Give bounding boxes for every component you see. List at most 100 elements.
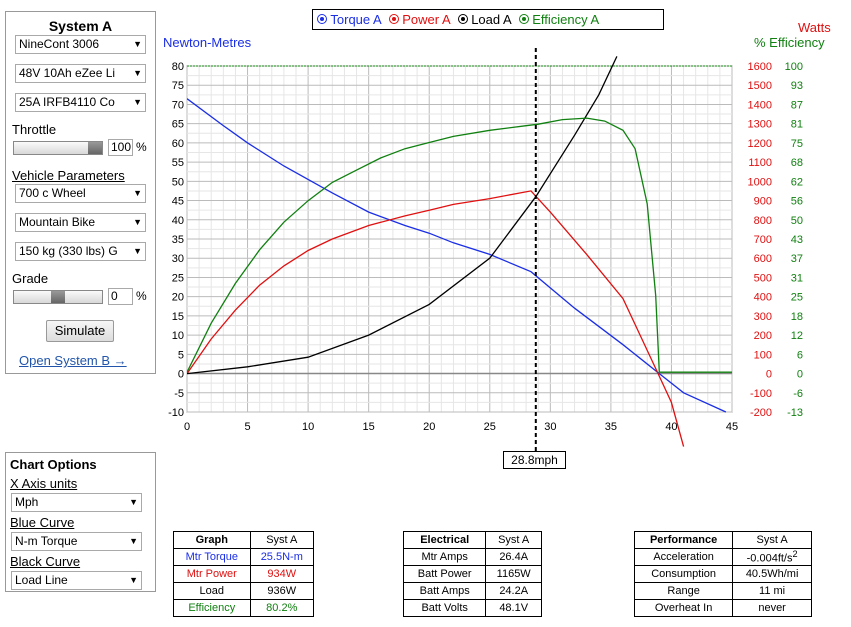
- y-watts-tick-label: 500: [754, 272, 772, 284]
- performance-table: Performance Syst A Acceleration -0.004ft/s…: [633, 531, 812, 617]
- x-axis-units-value: Mph: [15, 495, 39, 509]
- electrical-row-value: 1165W: [485, 565, 542, 583]
- bike-type-select-value: Mountain Bike: [19, 215, 96, 229]
- table-row: Efficiency 80.2%: [173, 599, 315, 617]
- blue-curve-select[interactable]: N-m Torque ▼: [11, 532, 142, 551]
- bike-type-select[interactable]: Mountain Bike ▼: [15, 213, 146, 232]
- legend-efficiency[interactable]: Efficiency A: [518, 12, 599, 27]
- y-efficiency-tick-label: 12: [791, 330, 803, 342]
- y-left-tick-label: -5: [174, 388, 184, 400]
- legend-load[interactable]: Load A: [457, 12, 511, 27]
- throttle-slider[interactable]: [13, 141, 103, 155]
- wheel-select[interactable]: 700 c Wheel ▼: [15, 184, 146, 203]
- y-efficiency-tick-label: 68: [791, 157, 803, 169]
- open-system-b-link[interactable]: Open System B →: [19, 353, 127, 368]
- x-tick-label: 45: [726, 421, 738, 433]
- table-row: Load 936W: [173, 582, 315, 600]
- chevron-down-icon: ▼: [131, 185, 142, 202]
- y-left-tick-label: 65: [172, 119, 184, 131]
- radio-icon: [518, 14, 529, 24]
- y-left-tick-label: 70: [172, 99, 184, 111]
- graph-row-label: Efficiency: [173, 599, 251, 617]
- table-row: Range 11 mi: [633, 582, 812, 600]
- legend-torque[interactable]: Torque A: [317, 12, 381, 27]
- table-row: Batt Amps 24.2A: [402, 582, 542, 600]
- y-left-tick-label: 25: [172, 272, 184, 284]
- y-efficiency-tick-label: 56: [791, 196, 803, 208]
- graph-row-value: 936W: [249, 582, 315, 600]
- y-left-tick-label: 75: [172, 80, 184, 92]
- controller-select[interactable]: NineCont 3006 ▼: [15, 35, 146, 54]
- simulate-button[interactable]: Simulate: [46, 320, 114, 342]
- y-watts-tick-label: -200: [750, 407, 772, 419]
- efficiency-curve: [187, 117, 732, 373]
- plot-area: [186, 65, 733, 413]
- performance-row-label: Acceleration: [633, 548, 734, 566]
- y-watts-tick-label: 100: [754, 349, 772, 361]
- x-tick-label: 10: [302, 421, 314, 433]
- grade-input[interactable]: 0: [108, 288, 133, 305]
- controller-select-value: NineCont 3006: [19, 37, 100, 51]
- performance-row-value: 40.5Wh/mi: [732, 565, 812, 583]
- throttle-label: Throttle: [12, 122, 57, 137]
- y-efficiency-tick-label: 0: [797, 369, 803, 381]
- electrical-table: Electrical Syst A Mtr Amps 26.4A Batt Powe…: [402, 531, 542, 617]
- throttle-slider-thumb[interactable]: [88, 142, 102, 154]
- y-watts-tick-label: 1000: [748, 176, 772, 188]
- chevron-down-icon: ▼: [131, 65, 142, 82]
- y-left-tick-label: 40: [172, 215, 184, 227]
- radio-icon: [388, 14, 399, 24]
- table-row: Batt Power 1165W: [402, 565, 542, 583]
- performance-row-value: 11 mi: [732, 582, 812, 600]
- y-watts-tick-label: 700: [754, 234, 772, 246]
- y-watts-tick-label: 1400: [748, 99, 772, 111]
- x-tick-label: 35: [605, 421, 617, 433]
- y-watts-tick-label: 900: [754, 196, 772, 208]
- chevron-down-icon: ▼: [131, 36, 142, 53]
- battery-select-value: 48V 10Ah eZee Li: [19, 66, 116, 80]
- throttle-input[interactable]: 100: [108, 139, 133, 156]
- chevron-down-icon: ▼: [131, 214, 142, 231]
- power-curve: [187, 190, 685, 447]
- blue-curve-label: Blue Curve: [10, 515, 75, 530]
- throttle-percent-sign: %: [136, 140, 147, 154]
- table-row: Overheat In never: [633, 599, 812, 617]
- y-left-tick-label: 80: [172, 61, 184, 73]
- y-watts-tick-label: 300: [754, 311, 772, 323]
- y-watts-tick-label: 1500: [748, 80, 772, 92]
- x-axis-units-select[interactable]: Mph ▼: [11, 493, 142, 512]
- wheel-select-value: 700 c Wheel: [19, 186, 86, 200]
- battery-select[interactable]: 48V 10Ah eZee Li ▼: [15, 64, 146, 83]
- performance-row-value-exponent: 2: [792, 549, 798, 560]
- graph-row-label: Mtr Power: [173, 565, 251, 583]
- weight-select-value: 150 kg (330 lbs) G: [19, 244, 118, 258]
- graph-row-value: 934W: [249, 565, 315, 583]
- graph-row-value: 80.2%: [249, 599, 315, 617]
- weight-select[interactable]: 150 kg (330 lbs) G ▼: [15, 242, 146, 261]
- chevron-down-icon: ▼: [127, 494, 138, 511]
- legend-power[interactable]: Power A: [388, 12, 450, 27]
- x-cursor-readout[interactable]: 28.8mph: [503, 451, 566, 469]
- grade-slider[interactable]: [13, 290, 103, 304]
- motor-select[interactable]: 25A IRFB4110 Co ▼: [15, 93, 146, 112]
- y-watts-tick-label: 1100: [748, 157, 772, 169]
- black-curve-select[interactable]: Load Line ▼: [11, 571, 142, 590]
- electrical-row-label: Mtr Amps: [402, 548, 487, 566]
- grade-slider-thumb[interactable]: [51, 291, 65, 303]
- load-curve: [187, 56, 618, 375]
- legend-torque-label: Torque A: [330, 12, 381, 27]
- table-row: Batt Volts 48.1V: [402, 599, 542, 617]
- blue-curve-value: N-m Torque: [15, 534, 78, 548]
- y-watts-tick-label: 1300: [748, 119, 772, 131]
- table-row: Mtr Amps 26.4A: [402, 548, 542, 566]
- y-watts-tick-label: -100: [750, 388, 772, 400]
- y-left-tick-label: 35: [172, 234, 184, 246]
- y-left-tick-label: 30: [172, 253, 184, 265]
- y-left-tick-label: 55: [172, 157, 184, 169]
- radio-icon: [317, 14, 327, 24]
- y-efficiency-tick-label: 100: [785, 61, 803, 73]
- system-a-panel: System A NineCont 3006 ▼ 48V 10Ah eZee Li…: [5, 11, 156, 374]
- black-curve-label: Black Curve: [10, 554, 81, 569]
- x-tick-label: 0: [184, 421, 190, 433]
- x-tick-label: 15: [363, 421, 375, 433]
